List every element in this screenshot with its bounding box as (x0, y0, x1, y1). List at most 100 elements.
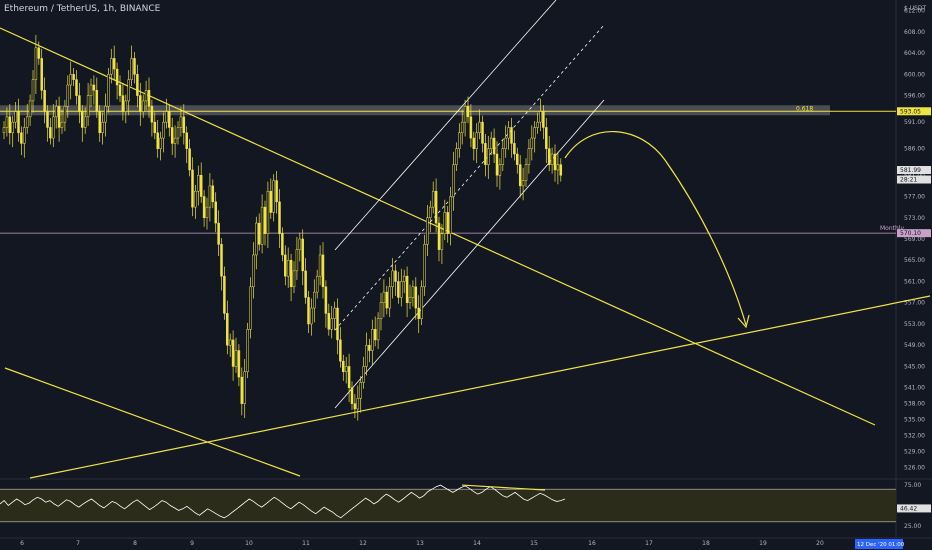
y-tick-label: 532.00 (904, 433, 925, 440)
projection-curve (564, 131, 747, 326)
candle-body (475, 132, 478, 149)
candle-body (124, 100, 128, 112)
candle-body (315, 275, 319, 293)
candle-body (81, 111, 84, 128)
candle-body (501, 148, 505, 165)
candle-body (298, 238, 302, 250)
candle-body (376, 318, 380, 341)
candle-body (52, 116, 55, 139)
candle-body (559, 164, 563, 176)
candle-body (556, 164, 560, 171)
candle-body (66, 84, 70, 107)
price-tag-bg (897, 229, 931, 238)
candle-body (324, 286, 328, 314)
candle-body (289, 259, 293, 288)
candle-body (426, 217, 429, 245)
candle-body (527, 148, 531, 165)
candle-body (231, 339, 235, 367)
candle-body (243, 371, 246, 404)
candle-body (179, 116, 183, 128)
candle-body (246, 329, 249, 373)
rsi-y-tick-label: 25.00 (904, 523, 921, 530)
candle-body (452, 164, 455, 197)
y-tick-label: 553.00 (904, 321, 925, 328)
y-tick-label: 538.00 (904, 401, 925, 408)
candle-body (414, 286, 418, 309)
candle-body (11, 121, 14, 134)
y-tick-label: 557.00 (904, 300, 925, 307)
ascending-support-line (29, 295, 931, 479)
candle-body (388, 286, 391, 309)
candle-body (260, 206, 264, 245)
candle-body (310, 307, 313, 325)
candle-body (182, 116, 186, 134)
rsi-divergence-line (461, 484, 546, 491)
candle-body (371, 329, 374, 351)
candle-body (168, 111, 171, 128)
x-tick-label: 19 (759, 540, 767, 547)
candle-body (69, 74, 72, 86)
y-tick-label: 596.00 (904, 93, 925, 100)
candle-body (263, 206, 267, 234)
candle-body (344, 366, 348, 373)
candle-body (553, 153, 557, 171)
candle-body (98, 111, 101, 134)
candle-body (14, 111, 17, 123)
candle-body (89, 84, 93, 96)
candle-body (437, 222, 441, 250)
candle-body (136, 74, 139, 96)
candle-body (20, 132, 23, 144)
candle-body (379, 302, 383, 319)
candle-body (217, 222, 220, 245)
y-tick-label: 573.00 (904, 215, 925, 222)
projection-arrowhead (737, 314, 750, 329)
candle-body (255, 222, 258, 256)
candle-body (353, 403, 357, 410)
candle-body (34, 47, 38, 80)
candle-body (8, 116, 12, 134)
candle-body (275, 180, 278, 203)
candle-body (240, 376, 244, 404)
candle-body (516, 153, 519, 165)
price-tag: 581.99 (900, 167, 921, 174)
candle-body (199, 175, 203, 197)
candle-body (400, 281, 403, 298)
candle-body (75, 79, 78, 96)
channel-lower-line (334, 99, 605, 409)
candle-body (342, 360, 345, 373)
candle-body (28, 100, 32, 118)
candle-body (365, 344, 368, 367)
candle-body (481, 121, 484, 144)
candle-body (405, 275, 409, 303)
candle-body (301, 238, 304, 272)
candle-body (162, 121, 165, 139)
candle-body (5, 116, 9, 128)
x-tick-label: 9 (190, 540, 194, 547)
y-tick-label: 612.00 (904, 8, 925, 15)
y-tick-label: 541.00 (904, 385, 925, 392)
candle-body (269, 190, 273, 213)
candle-body (46, 111, 49, 128)
candle-body (463, 105, 467, 123)
candle-body (524, 164, 528, 181)
candle-body (197, 175, 200, 192)
y-tick-label: 526.00 (904, 464, 925, 471)
y-unit-label: $ USDT (904, 5, 927, 12)
candle-body (394, 270, 397, 282)
candle-body (550, 153, 554, 165)
candle-body (330, 318, 333, 330)
candle-body (95, 90, 99, 112)
x-tick-label: 6 (20, 540, 24, 547)
candle-body (423, 244, 426, 288)
x-tick-label: 7 (76, 540, 80, 547)
candle-body (336, 307, 339, 341)
candle-body (487, 148, 490, 165)
candle-body (443, 212, 447, 234)
price-tag: 28:21 (900, 177, 917, 184)
x-tick-label: 8 (133, 540, 137, 547)
candle-body (518, 164, 522, 187)
candle-body (356, 398, 360, 410)
candle-body (333, 307, 336, 319)
